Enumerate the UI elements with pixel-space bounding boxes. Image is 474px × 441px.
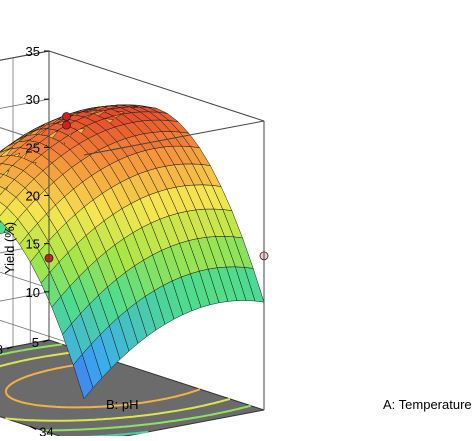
top-left-edge xyxy=(0,51,49,85)
z-tick-label: 25 xyxy=(26,140,40,155)
z-axis-label: Yield (%) xyxy=(2,222,17,274)
z-tick-label: 10 xyxy=(26,285,40,300)
y-tick-label: 4.8 xyxy=(0,342,3,357)
y-axis-label: B: pH xyxy=(106,397,139,412)
z-tick-label: 15 xyxy=(26,237,40,252)
z-tick-label: 30 xyxy=(26,92,40,107)
floor-plane xyxy=(0,340,264,436)
x-tick-label: 34 xyxy=(39,425,53,437)
x-axis-label: A: Temperature xyxy=(383,397,472,412)
z-tick-label: 20 xyxy=(26,189,40,204)
design-point xyxy=(63,112,71,120)
design-point xyxy=(63,121,71,129)
floor xyxy=(0,340,264,436)
y-tick-label: 5 xyxy=(32,335,39,350)
z-tick-label: 35 xyxy=(26,44,40,59)
